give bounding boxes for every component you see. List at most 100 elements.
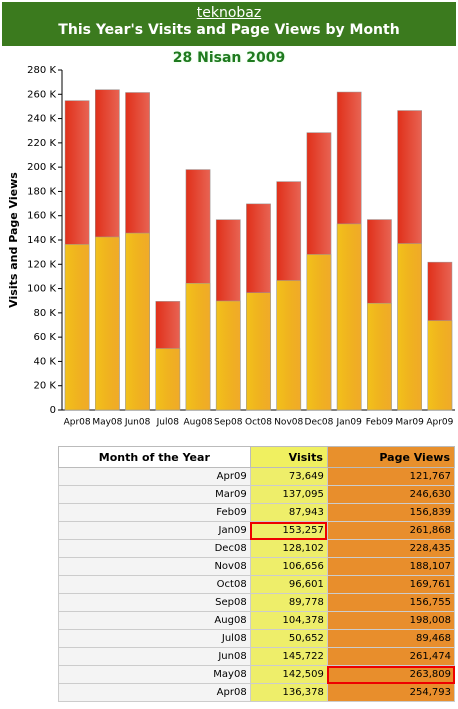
data-table: Month of the Year Visits Page Views Apr09 73… bbox=[58, 446, 456, 702]
x-tick-label: Jun08 bbox=[124, 418, 151, 428]
bar bbox=[155, 348, 181, 411]
chart: Visits and Page Views 0 20 K 40 K 60 K 80 K 1… bbox=[7, 65, 455, 428]
x-tick-label: Nov08 bbox=[274, 418, 303, 428]
bar bbox=[95, 236, 120, 411]
x-tick-label: Jan09 bbox=[336, 418, 363, 428]
table-row: Aug08 104,378 198,008 bbox=[58, 611, 456, 630]
table-cell: 96,601 bbox=[249, 575, 328, 594]
table-row: Sep08 89,778 156,755 bbox=[58, 593, 456, 612]
table-cell: 128,102 bbox=[249, 539, 328, 558]
x-tick-label: Mar09 bbox=[395, 418, 424, 428]
y-tick-label: 40 K bbox=[34, 356, 57, 367]
table-cell: Oct08 bbox=[58, 575, 251, 594]
table-cell: 156,755 bbox=[326, 593, 456, 612]
x-tick-label: Sep08 bbox=[214, 418, 243, 428]
table-row: Nov08 106,656 188,107 bbox=[58, 557, 456, 576]
x-tick-label: Dec08 bbox=[305, 418, 334, 428]
table-row: May08 142,509 263,809 bbox=[58, 665, 456, 684]
table-row: Jan09 153,257 261,868 bbox=[58, 521, 456, 540]
bar bbox=[336, 223, 362, 411]
table-cell: 263,809 bbox=[326, 665, 456, 684]
table-cell: 261,868 bbox=[326, 521, 456, 540]
table-cell: 188,107 bbox=[326, 557, 456, 576]
table-row: Mar09 137,095 246,630 bbox=[58, 485, 456, 504]
y-tick-label: 160 K bbox=[27, 211, 56, 222]
table-cell: Feb09 bbox=[58, 503, 251, 522]
date: 28 Nisan 2009 bbox=[172, 50, 286, 66]
table-cell: Jun08 bbox=[58, 647, 251, 666]
y-tick-label: 20 K bbox=[34, 381, 57, 392]
table-cell: 198,008 bbox=[326, 611, 456, 630]
table-cell: May08 bbox=[58, 665, 251, 684]
table-cell: 89,468 bbox=[326, 629, 456, 648]
bar bbox=[64, 244, 90, 411]
x-tick-label: Apr09 bbox=[426, 418, 453, 428]
header: teknobaz This Year's Visits and Page Vie… bbox=[2, 2, 456, 46]
bar bbox=[125, 232, 150, 411]
x-tick-label: Jul08 bbox=[156, 418, 180, 428]
y-tick-label: 60 K bbox=[34, 332, 57, 343]
table-cell: 106,656 bbox=[249, 557, 328, 576]
y-tick-label: 140 K bbox=[27, 235, 56, 246]
y-tick-label: 280 K bbox=[27, 65, 56, 76]
x-tick-label: Feb09 bbox=[366, 418, 394, 428]
table-cell: 89,778 bbox=[249, 593, 328, 612]
x-tick-label: May08 bbox=[92, 418, 122, 428]
y-tick-label: 240 K bbox=[27, 114, 56, 125]
table-cell: 137,095 bbox=[249, 485, 328, 504]
x-tick-label: Oct08 bbox=[245, 418, 272, 428]
table-cell: Mar09 bbox=[58, 485, 251, 504]
site-link[interactable]: teknobaz bbox=[196, 5, 262, 21]
table-row: Feb09 87,943 156,839 bbox=[58, 503, 456, 522]
y-tick-label: 120 K bbox=[27, 259, 56, 270]
table-cell: 142,509 bbox=[249, 665, 328, 684]
table-row: Apr09 73,649 121,767 bbox=[58, 467, 456, 486]
bar bbox=[427, 320, 453, 411]
x-tick-label: Apr08 bbox=[64, 418, 91, 428]
table-row: Jul08 50,652 89,468 bbox=[58, 629, 456, 648]
table-cell: Jan09 bbox=[58, 521, 251, 540]
table-row: Oct08 96,601 169,761 bbox=[58, 575, 456, 594]
table-cell: Jul08 bbox=[58, 629, 251, 648]
bar bbox=[306, 254, 332, 411]
bar bbox=[367, 302, 392, 411]
title: This Year's Visits and Page Views by Mon… bbox=[58, 22, 400, 38]
column-header: Visits bbox=[249, 446, 328, 468]
table-row: Jun08 145,722 261,474 bbox=[58, 647, 456, 666]
table-cell: 246,630 bbox=[326, 485, 456, 504]
table-cell: 254,793 bbox=[326, 683, 456, 702]
table-cell: 156,839 bbox=[326, 503, 456, 522]
table-cell: Nov08 bbox=[58, 557, 251, 576]
table-row: Dec08 128,102 228,435 bbox=[58, 539, 456, 558]
table-cell: 153,257 bbox=[249, 521, 328, 540]
table-cell: 121,767 bbox=[326, 467, 456, 486]
table-cell: 145,722 bbox=[249, 647, 328, 666]
y-tick-label: 0 bbox=[50, 405, 56, 416]
table-row: Apr08 136,378 254,793 bbox=[58, 683, 456, 702]
bar bbox=[215, 300, 241, 411]
table-cell: Apr09 bbox=[58, 467, 251, 486]
y-tick-label: 260 K bbox=[27, 89, 56, 100]
bar bbox=[185, 283, 211, 411]
table-cell: 136,378 bbox=[249, 683, 328, 702]
x-tick-label: Aug08 bbox=[184, 418, 213, 428]
table-cell: 261,474 bbox=[326, 647, 456, 666]
y-tick-label: 100 K bbox=[27, 284, 56, 295]
table-cell: 87,943 bbox=[249, 503, 328, 522]
table-cell: 73,649 bbox=[249, 467, 328, 486]
table-cell: Dec08 bbox=[58, 539, 251, 558]
bar bbox=[276, 280, 302, 411]
table-cell: Apr08 bbox=[58, 683, 251, 702]
y-tick-label: 80 K bbox=[34, 308, 57, 319]
table-cell: Sep08 bbox=[58, 593, 251, 612]
y-axis-label: Visits and Page Views bbox=[7, 172, 20, 308]
bar bbox=[397, 243, 422, 411]
y-tick-label: 220 K bbox=[27, 138, 56, 149]
column-header: Page Views bbox=[326, 446, 456, 468]
y-tick-label: 180 K bbox=[27, 186, 56, 197]
table-cell: 228,435 bbox=[326, 539, 456, 558]
bar bbox=[246, 292, 271, 411]
table-cell: Aug08 bbox=[58, 611, 251, 630]
column-header: Month of the Year bbox=[58, 446, 251, 468]
